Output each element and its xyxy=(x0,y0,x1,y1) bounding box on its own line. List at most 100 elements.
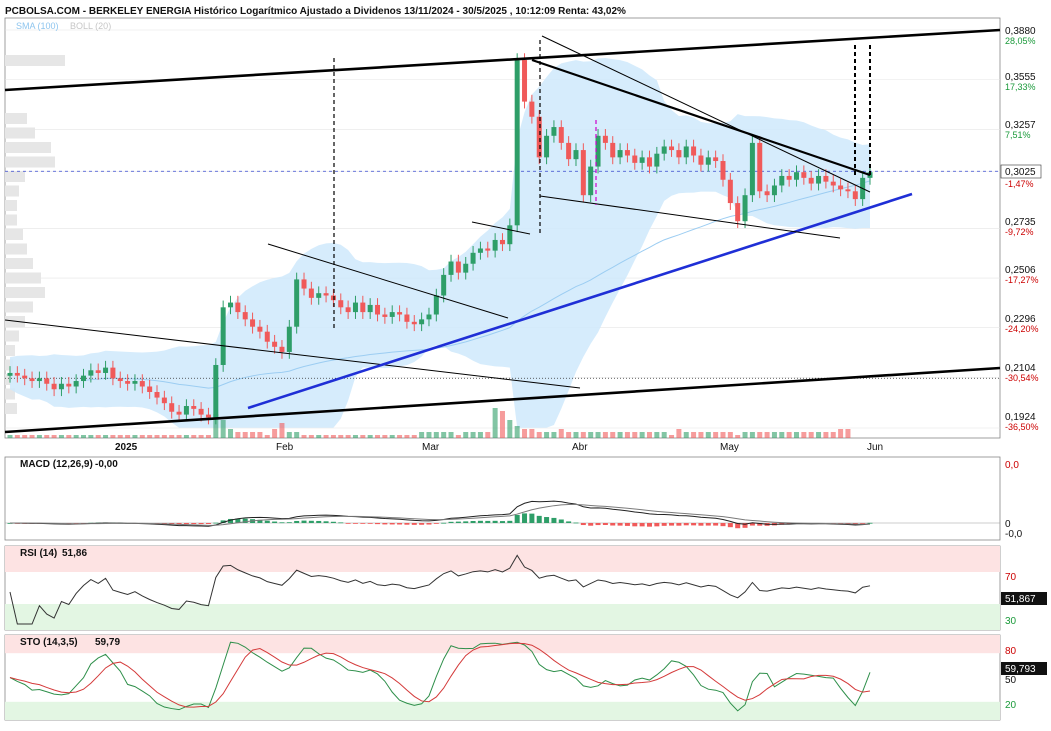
volume-bar xyxy=(397,435,403,438)
candle-body xyxy=(786,175,792,180)
macd-histogram-bar xyxy=(713,523,719,526)
macd-histogram-bar xyxy=(448,521,454,523)
candle-body xyxy=(139,381,145,387)
candle-body xyxy=(125,381,131,384)
volume-bar xyxy=(426,432,432,438)
legend-boll: BOLL (20) xyxy=(70,21,111,31)
candle-body xyxy=(830,181,836,186)
macd-histogram-bar xyxy=(698,523,704,526)
candle-body xyxy=(676,150,682,158)
volume-bar xyxy=(735,435,741,438)
sto-d-line xyxy=(9,642,871,708)
volume-bar xyxy=(654,432,660,438)
volume-bar xyxy=(573,432,579,438)
macd-histogram-bar xyxy=(301,520,307,523)
macd-histogram-bar xyxy=(654,523,660,527)
volume-bar xyxy=(610,432,616,438)
candle-body xyxy=(338,300,344,308)
macd-histogram-bar xyxy=(463,521,469,523)
x-label-mar: Mar xyxy=(422,442,440,453)
volume-bar xyxy=(757,432,763,438)
price-panel xyxy=(4,28,1001,438)
volume-profile-bar xyxy=(5,359,13,371)
sto-tick-50: 50 xyxy=(1005,675,1017,686)
panel-frame-1 xyxy=(4,456,1001,541)
volume-bar xyxy=(235,432,241,438)
sto-current-box xyxy=(1001,662,1047,675)
macd-histogram-bar xyxy=(272,521,278,523)
macd-histogram-bar xyxy=(294,520,300,523)
macd-histogram-bar xyxy=(433,523,439,524)
trendline-mar xyxy=(471,221,531,235)
volume-bar xyxy=(103,435,109,438)
volume-bar xyxy=(558,429,564,438)
volume-bar xyxy=(544,432,550,438)
volume-bar xyxy=(492,408,498,438)
rsi-line xyxy=(9,554,871,625)
macd-histogram-bar xyxy=(360,523,366,524)
macd-histogram-bar xyxy=(669,523,675,526)
volume-bar xyxy=(345,435,351,438)
candle-body xyxy=(257,326,263,332)
macd-histogram-bar xyxy=(558,519,564,523)
price-tick-0: 0,3880 xyxy=(1005,26,1036,37)
volume-bar xyxy=(522,429,528,438)
volume-bar xyxy=(375,435,381,438)
macd-histogram-bar xyxy=(191,523,197,525)
price-pct-1: 17,33% xyxy=(1005,82,1036,92)
macd-histogram-bar xyxy=(485,520,491,523)
volume-bar xyxy=(845,429,851,438)
volume-bar xyxy=(154,435,160,438)
candle-body xyxy=(602,135,608,143)
macd-histogram-bar xyxy=(338,522,344,524)
candle-body xyxy=(44,378,50,384)
rsi-overbought-zone xyxy=(5,546,1000,572)
current-price-box xyxy=(1000,164,1042,179)
candle-body xyxy=(360,302,366,313)
candle-body xyxy=(595,135,601,167)
candle-body xyxy=(522,60,528,102)
candle-body xyxy=(735,203,741,222)
candle-body xyxy=(470,252,476,264)
macd-histogram-bar xyxy=(661,523,667,526)
candle-body xyxy=(389,312,395,317)
volume-bar xyxy=(419,432,425,438)
macd-histogram-bar xyxy=(683,523,689,526)
macd-histogram-bar xyxy=(205,523,211,524)
macd-signal-line xyxy=(9,503,871,526)
volume-bar xyxy=(220,420,226,438)
trendline-descending xyxy=(4,319,581,389)
volume-bar xyxy=(669,435,675,438)
candle-body xyxy=(749,142,755,196)
candle-body xyxy=(455,261,461,273)
candle-body xyxy=(176,411,182,415)
macd-histogram-bar xyxy=(551,517,557,523)
x-label-abr: Abr xyxy=(572,442,588,453)
candle-body xyxy=(823,175,829,182)
volume-bar xyxy=(455,435,461,438)
volume-bar xyxy=(588,432,594,438)
macd-histogram-bar xyxy=(566,521,572,523)
price-tick-2: 0,3257 xyxy=(1005,120,1036,131)
volume-profile-bar xyxy=(5,403,17,414)
volume-profile-bar xyxy=(5,287,45,298)
candle-body xyxy=(308,288,314,298)
sto-current: 59,793 xyxy=(1005,664,1036,675)
volume-bar xyxy=(161,435,167,438)
price-pct-0: 28,05% xyxy=(1005,36,1036,46)
candle-body xyxy=(250,319,256,327)
price-pct-2: 7,51% xyxy=(1005,130,1031,140)
candle-body xyxy=(573,150,579,160)
candle-body xyxy=(14,372,20,376)
candle-body xyxy=(345,307,351,313)
candle-body xyxy=(654,153,660,167)
candle-body xyxy=(448,261,454,275)
volume-bar xyxy=(352,435,358,438)
candle-body xyxy=(375,304,381,315)
volume-bar xyxy=(823,432,829,438)
sto-label: STO (14,3,5) xyxy=(20,637,78,648)
candle-body xyxy=(117,378,123,382)
sto-tick-20: 20 xyxy=(1005,700,1017,711)
candle-body xyxy=(816,175,822,184)
macd-value: -0,00 xyxy=(95,459,118,470)
